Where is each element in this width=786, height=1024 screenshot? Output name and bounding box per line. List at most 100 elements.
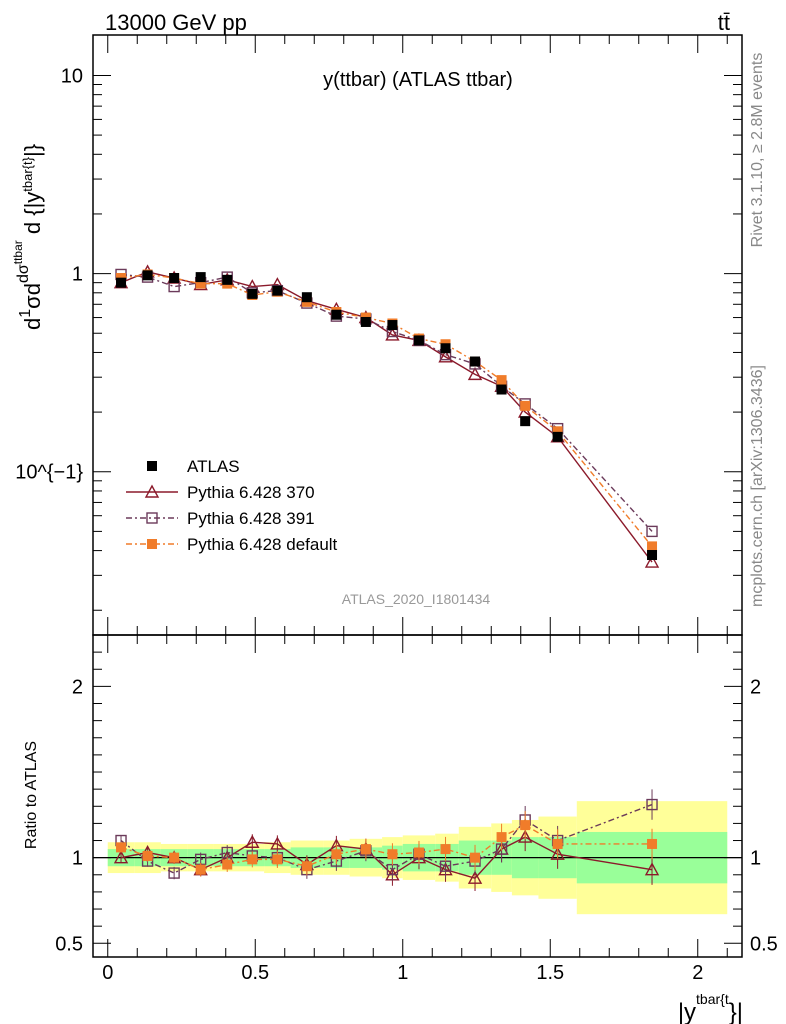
data-point xyxy=(413,335,424,346)
legend-entry: Pythia 6.428 default xyxy=(126,535,338,554)
data-point xyxy=(387,320,398,331)
ratio-point xyxy=(222,859,233,870)
data-point xyxy=(169,273,180,284)
ratio-series-pythia-6-428-default xyxy=(116,811,658,877)
ratio-point xyxy=(440,844,451,855)
data-point xyxy=(520,400,531,411)
ratio-point xyxy=(169,852,180,863)
ratio-y-tick-label-right: 0.5 xyxy=(750,933,778,955)
ratio-point xyxy=(517,829,533,843)
svg-text:d1σddσttbar d {|ytbar{t}|}: d1σddσttbar d {|ytbar{t}|} xyxy=(11,144,45,330)
ratio-point xyxy=(142,850,153,861)
plot-title: y(ttbar) (ATLAS ttbar) xyxy=(323,69,513,91)
y-tick-label: 10 xyxy=(61,65,83,87)
ratio-point xyxy=(496,832,507,843)
ratio-y-tick-label-right: 2 xyxy=(750,676,761,698)
data-point xyxy=(301,292,312,303)
mcplots-label: mcplots.cern.ch [arXiv:1306.3436] xyxy=(749,365,766,607)
legend-label: Pythia 6.428 391 xyxy=(187,509,315,528)
data-point xyxy=(647,541,658,552)
data-point xyxy=(438,349,453,363)
ratio-point xyxy=(272,854,283,865)
x-tick-label: 1 xyxy=(397,962,408,984)
ratio-point xyxy=(470,852,481,863)
ratio-point xyxy=(552,838,563,849)
legend-label: ATLAS xyxy=(187,457,240,476)
legend-entry: ATLAS xyxy=(147,457,240,476)
data-point xyxy=(116,277,127,288)
ratio-point xyxy=(168,867,180,879)
ratio-y-tick-label: 2 xyxy=(72,676,83,698)
rivet-label: Rivet 3.1.10, ≥ 2.8M events xyxy=(749,53,766,248)
data-point xyxy=(647,550,658,561)
ratio-y-tick-label: 1 xyxy=(72,848,83,870)
x-axis-label: |ytbar{t}| xyxy=(678,991,743,1024)
data-point xyxy=(467,366,483,381)
legend: ATLAS Pythia 6.428 370 Pythia 6.428 391 Pyt… xyxy=(126,457,338,554)
data-point xyxy=(646,525,658,538)
main-series-atlas xyxy=(116,270,658,561)
ratio-point xyxy=(387,849,398,860)
data-point xyxy=(552,431,563,442)
ratio-point xyxy=(647,838,658,849)
x-tick-label: 0.5 xyxy=(241,962,269,984)
ratio-y-axis-label: Ratio to ATLAS xyxy=(23,741,40,849)
legend-label: Pythia 6.428 default xyxy=(187,535,338,554)
data-point xyxy=(195,278,206,289)
series-layer xyxy=(113,264,660,892)
data-point xyxy=(470,356,481,367)
legend-marker xyxy=(147,539,157,549)
ratio-point xyxy=(520,820,531,831)
data-point xyxy=(644,554,660,568)
data-point xyxy=(272,285,283,296)
ratio-point xyxy=(301,861,312,872)
ratio-point xyxy=(113,850,129,864)
data-point xyxy=(247,288,258,299)
legend-entry: Pythia 6.428 391 xyxy=(126,509,315,528)
analysis-id: ATLAS_2020_I1801434 xyxy=(342,591,491,607)
x-tick-label: 2 xyxy=(692,962,703,984)
legend-entry: Pythia 6.428 370 xyxy=(126,483,315,502)
ratio-point xyxy=(195,864,206,875)
tick-labels: 0 0.5 1 1.5 2 10^{−1} 1 10 0.5 0.5 1 1 2 2 xyxy=(15,65,778,984)
data-point xyxy=(385,327,400,341)
x-tick-label: 0 xyxy=(102,962,113,984)
legend-label: Pythia 6.428 370 xyxy=(187,483,315,502)
beam-label: 13000 GeV pp xyxy=(105,10,247,35)
data-point xyxy=(331,309,342,320)
ratio-point xyxy=(116,842,127,853)
data-point xyxy=(552,426,563,437)
ratio-y-tick-label-right: 1 xyxy=(750,848,761,870)
ratio-point xyxy=(467,870,483,884)
ratio-point xyxy=(413,847,424,858)
legend-marker xyxy=(144,484,160,498)
ratio-point xyxy=(331,849,342,860)
x-tick-label: 1.5 xyxy=(536,962,564,984)
ratio-point xyxy=(360,844,371,855)
data-point xyxy=(222,274,233,285)
data-point xyxy=(496,375,507,386)
ratio-point xyxy=(270,836,285,850)
y-tick-label: 10^{−1} xyxy=(15,462,83,484)
process-label: tt̄ xyxy=(718,10,730,35)
svg-text:|ytbar{t}|: |ytbar{t}| xyxy=(678,991,743,1024)
ratio-point xyxy=(644,862,660,876)
series-line xyxy=(120,273,653,547)
y-tick-label: 1 xyxy=(72,264,83,286)
data-point xyxy=(195,272,206,283)
legend-marker xyxy=(146,512,158,524)
data-point xyxy=(360,316,371,327)
y-axis-label-main: d1σddσttbar d {|ytbar{t}|} xyxy=(11,144,45,330)
legend-marker xyxy=(147,461,157,471)
data-point xyxy=(520,416,531,427)
data-point xyxy=(440,343,451,354)
ratio-point xyxy=(646,798,658,811)
data-point xyxy=(142,270,153,281)
ratio-point xyxy=(245,834,260,848)
ratio-plot-frame xyxy=(92,634,743,958)
data-point xyxy=(496,384,507,395)
ratio-point xyxy=(247,854,258,865)
ratio-y-tick-label: 0.5 xyxy=(55,933,83,955)
ratio-point xyxy=(550,846,565,860)
